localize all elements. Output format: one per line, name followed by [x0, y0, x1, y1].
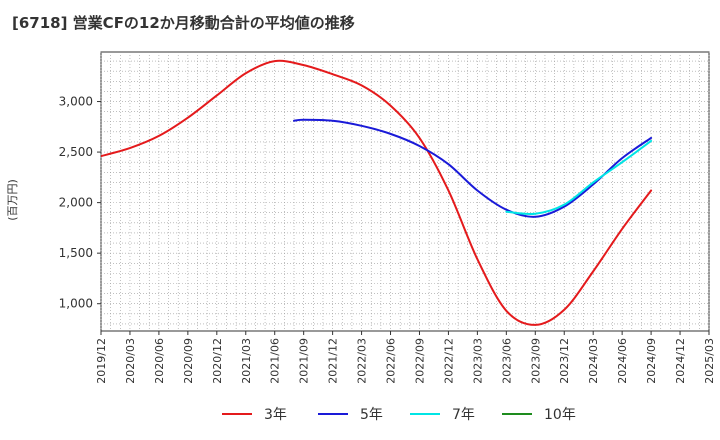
- x-tick-label: 2022/12: [442, 338, 455, 384]
- x-tick-label: 2019/12: [95, 338, 108, 384]
- x-tick-label: 2020/06: [153, 338, 166, 384]
- y-axis-label: (百万円): [6, 179, 19, 221]
- x-tick-label: 2021/09: [298, 338, 311, 384]
- x-tick-label: 2022/09: [413, 338, 426, 384]
- x-tick-label: 2020/09: [182, 338, 195, 384]
- x-tick-label: 2025/03: [703, 338, 716, 384]
- x-tick-label: 2024/03: [587, 338, 600, 384]
- x-tick-label: 2021/03: [240, 338, 253, 384]
- y-tick-label: 2,000: [59, 196, 93, 210]
- x-tick-label: 2024/12: [674, 338, 687, 384]
- plot-frame: [100, 51, 710, 332]
- x-tick-label: 2023/09: [529, 338, 542, 384]
- y-tick-label: 1,000: [59, 297, 93, 311]
- x-tick-label: 2022/06: [385, 338, 398, 384]
- legend-label-4: 10年: [544, 407, 576, 423]
- series-line-2: [293, 118, 653, 218]
- x-tick-label: 2023/12: [558, 338, 571, 384]
- series-lines: [101, 59, 653, 326]
- x-tick-label: 2021/12: [327, 338, 340, 384]
- x-tick-label: 2020/03: [124, 338, 137, 384]
- legend-label-1: 3年: [264, 407, 287, 423]
- y-tick-label: 3,000: [59, 95, 93, 109]
- series-line-3: [505, 139, 653, 216]
- x-tick-label: 2020/12: [211, 338, 224, 384]
- legend-label-3: 7年: [452, 407, 475, 423]
- x-tick-label: 2024/06: [616, 338, 629, 384]
- y-axis-ticks: 1,000 1,500 2,000 2,500 3,000: [59, 95, 101, 311]
- legend-label-2: 5年: [360, 407, 383, 423]
- x-axis-ticks: 2019/12 2020/03 2020/06 2020/09 2020/12 2021/…: [95, 331, 716, 384]
- legend: 3年 5年 7年 10年: [222, 407, 576, 423]
- y-tick-label: 1,500: [59, 246, 93, 260]
- x-tick-label: 2022/03: [356, 338, 369, 384]
- grid-lines: [100, 52, 710, 331]
- plot-area: [100, 51, 710, 332]
- chart-title: [6718] 営業CFの12か月移動合計の平均値の推移: [12, 14, 355, 32]
- x-tick-label: 2023/03: [471, 338, 484, 384]
- x-tick-label: 2023/06: [500, 338, 513, 384]
- x-tick-label: 2021/06: [269, 338, 282, 384]
- series-line-1: [101, 59, 653, 326]
- y-tick-label: 2,500: [59, 145, 93, 159]
- x-tick-label: 2024/09: [645, 338, 658, 384]
